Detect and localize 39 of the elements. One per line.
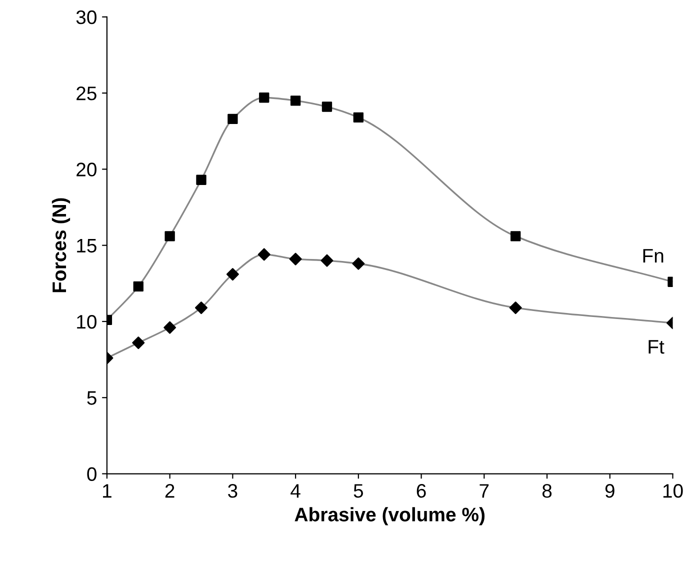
- point: [509, 302, 522, 314]
- x-tick-label: 5: [354, 484, 364, 498]
- point: [195, 302, 208, 314]
- point: [258, 248, 270, 261]
- point: [226, 268, 239, 281]
- point: [289, 252, 302, 266]
- point: [259, 92, 270, 103]
- x-tick-label: 7: [480, 484, 489, 498]
- x-tick-label: 8: [542, 484, 552, 498]
- x-tick-label: 4: [290, 484, 300, 498]
- y-tick-label: 30: [76, 10, 96, 24]
- x-tick-label: 1: [103, 484, 112, 498]
- y-axis-title: Forces (N): [52, 198, 70, 292]
- point: [132, 336, 145, 350]
- point: [510, 231, 521, 242]
- point: [164, 231, 175, 242]
- series-label: Ft: [648, 340, 664, 354]
- point: [320, 254, 334, 267]
- point: [196, 174, 206, 185]
- y-tick-label: 20: [76, 162, 96, 176]
- point: [164, 321, 176, 334]
- point: [353, 112, 364, 123]
- x-tick-label: 9: [605, 484, 614, 498]
- y-tick-label: 0: [87, 467, 96, 481]
- point: [290, 96, 301, 106]
- y-tick-label: 10: [77, 314, 96, 329]
- x-tick-label: 10: [663, 484, 683, 498]
- point: [228, 114, 238, 124]
- y-tick-label: 25: [76, 86, 96, 100]
- y-tick-label: 15: [77, 239, 96, 253]
- x-axis-title: Abrasive (volume %): [294, 507, 485, 526]
- point: [352, 257, 365, 270]
- point: [133, 281, 144, 292]
- y-tick-label: 5: [87, 391, 96, 405]
- x-tick-label: 3: [228, 484, 238, 498]
- x-tick-label: 6: [416, 484, 426, 498]
- point: [322, 102, 332, 112]
- series-label: Fn: [643, 249, 664, 262]
- x-tick-label: 2: [165, 484, 174, 498]
